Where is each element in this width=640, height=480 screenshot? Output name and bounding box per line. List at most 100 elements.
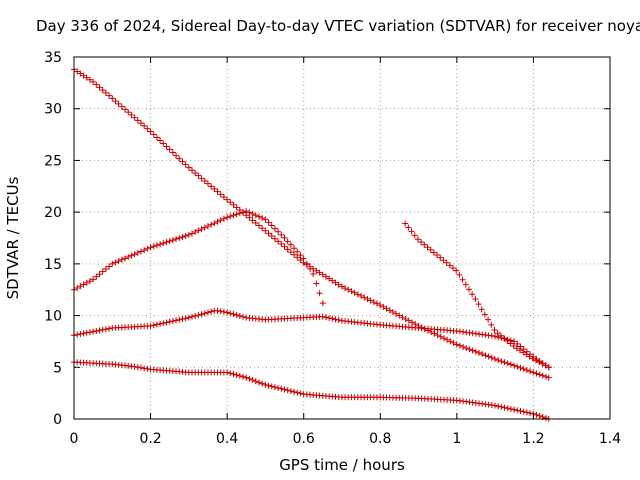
data-point [393,310,400,317]
data-point [141,365,148,372]
data-point [456,271,463,278]
data-point [86,76,93,83]
data-point [134,117,141,124]
data-point [523,367,530,374]
data-point [434,252,441,259]
data-point [102,266,109,273]
data-point [224,214,231,221]
data-point [153,134,160,141]
data-point [246,375,253,382]
y-tick-label: 0 [53,412,62,428]
data-point [118,256,125,263]
data-point [77,70,84,77]
data-point [144,245,151,252]
data-point [536,412,543,419]
data-point [527,368,534,375]
data-point [176,235,183,242]
data-point [198,226,205,233]
data-point [96,327,103,334]
data-point [354,291,361,298]
data-point [326,314,333,321]
data-point [144,125,151,132]
data-point [326,275,333,282]
data-point [450,339,457,346]
data-point [453,267,460,274]
data-point [128,111,135,118]
data-point [182,315,189,322]
data-point [204,180,211,187]
data-point [495,357,502,364]
data-point [99,326,106,333]
data-point [494,330,501,337]
data-point [163,319,170,326]
data-point [176,155,183,162]
data-point [453,341,460,348]
data-point [252,212,259,219]
data-point [80,330,87,337]
data-point [189,230,195,237]
data-point [147,322,154,329]
data-point [160,240,167,247]
data-point [351,289,358,296]
data-point [74,284,81,291]
data-point [204,223,211,230]
data-point [421,241,428,248]
data-point [220,194,227,201]
data-point [265,219,272,226]
data-point [217,308,224,315]
data-point [313,267,320,274]
data-point [90,328,97,335]
data-point [414,236,421,243]
data-point [377,302,384,309]
data-point [284,246,291,253]
data-point [96,84,103,91]
data-point [294,254,301,261]
x-tick-label: 0 [70,431,79,447]
data-point [243,208,250,215]
data-point [259,225,266,232]
data-point [157,320,164,327]
data-point [275,384,282,391]
x-tick-label: 0.8 [369,431,391,447]
data-point [189,313,195,320]
data-point [169,237,176,244]
data-point [536,371,543,378]
data-point [440,257,447,264]
data-point [252,219,259,226]
data-point [109,260,116,267]
series-2 [71,208,326,307]
data-point [240,209,247,216]
data-point [520,366,527,373]
data-point [479,351,486,358]
data-point [281,386,288,393]
data-point [539,372,546,379]
data-point [482,352,489,359]
data-point [259,380,266,387]
data-point [361,294,368,301]
data-point [485,353,492,360]
data-point [96,271,103,278]
data-point [491,326,498,333]
data-point [514,340,521,347]
data-point [424,244,431,251]
data-point [179,233,186,240]
data-point [287,249,294,256]
data-point [476,349,483,356]
data-point [488,354,495,361]
data-point [329,315,336,322]
data-point [265,230,272,237]
data-point [495,334,502,341]
data-point [192,312,199,319]
data-point [501,404,508,411]
data-point [310,271,317,278]
data-point [233,211,240,218]
data-point [179,316,186,323]
data-point [163,143,170,150]
data-point [189,167,195,174]
data-point [504,405,511,412]
x-axis-label: GPS time / hours [279,456,405,474]
data-point [268,383,275,390]
data-point [488,321,495,328]
data-point [284,238,291,245]
data-point [185,164,192,171]
